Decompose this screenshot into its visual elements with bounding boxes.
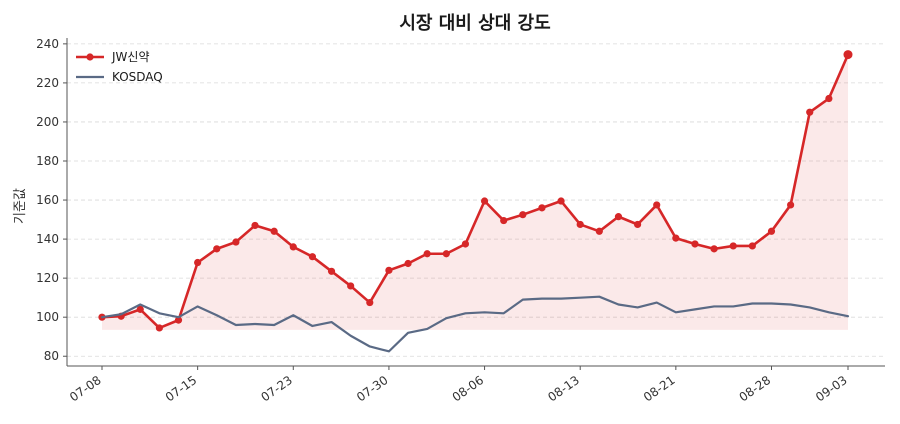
data-point: [729, 242, 737, 250]
data-point: [595, 227, 603, 235]
series-lines: [98, 50, 853, 353]
data-point: [538, 204, 546, 212]
series-line-jw: [100, 53, 850, 330]
data-point: [327, 267, 336, 275]
data-point: [155, 324, 163, 332]
data-point: [710, 245, 718, 253]
data-point: [404, 259, 412, 268]
x-tick-label: 08-28: [737, 373, 774, 404]
data-point: [289, 243, 297, 251]
data-point: [270, 227, 278, 235]
data-point: [519, 211, 527, 219]
data-point: [672, 234, 680, 242]
data-point: [347, 282, 355, 290]
y-tick-label: 240: [36, 37, 59, 51]
data-point: [767, 227, 776, 235]
data-point: [308, 253, 317, 261]
data-point: [442, 250, 450, 258]
data-point: [748, 242, 756, 250]
axes: 80 100 120 140 160 180 200 220 240 07-08 07-15 07-2…: [36, 37, 885, 404]
data-point: [136, 305, 144, 313]
outperformance-fill: [102, 54, 848, 330]
legend-marker-jw: [86, 53, 94, 61]
x-tick-label: 08-13: [545, 373, 582, 404]
y-tick-label: 80: [44, 349, 59, 363]
series-line-kosdaq: [100, 295, 850, 353]
data-point: [825, 94, 833, 103]
legend-label-jw: JW신약: [111, 49, 150, 64]
x-tick-label: 07-15: [163, 373, 200, 404]
x-tick-label: 08-06: [450, 373, 487, 404]
x-tick-label: 08-21: [641, 373, 678, 404]
data-point: [500, 216, 508, 225]
y-tick-label: 120: [36, 271, 59, 285]
legend: JW신약 KOSDAQ: [76, 49, 163, 84]
data-point: [251, 221, 259, 230]
fill-area: [102, 54, 848, 330]
data-point: [423, 250, 431, 258]
data-point: [614, 213, 623, 221]
data-point: [787, 201, 795, 209]
x-tick-label: 07-23: [258, 373, 295, 404]
y-tick-label: 160: [36, 193, 59, 207]
data-point: [843, 50, 853, 60]
data-point: [461, 240, 470, 248]
y-tick-label: 180: [36, 154, 59, 168]
data-point: [213, 245, 221, 253]
data-point: [366, 298, 374, 307]
legend-label-kosdaq: KOSDAQ: [112, 70, 163, 84]
x-tick-label: 07-30: [354, 373, 391, 404]
data-point: [194, 258, 202, 267]
data-point: [174, 316, 183, 324]
y-tick-label: 220: [36, 76, 59, 90]
y-tick-label: 100: [36, 310, 59, 324]
y-axis-label: 기준값: [13, 188, 28, 224]
data-point: [232, 238, 240, 246]
x-tick-label: 07-08: [67, 373, 104, 404]
data-point: [633, 220, 642, 229]
chart-title: 시장 대비 상대 강도: [399, 13, 550, 34]
data-point: [557, 197, 565, 205]
data-point: [806, 108, 814, 116]
data-point: [653, 201, 661, 209]
x-tick-label: 09-03: [813, 373, 850, 404]
data-point: [385, 266, 393, 274]
y-tick-label: 140: [36, 232, 59, 246]
y-tick-label: 200: [36, 115, 59, 129]
grid-lines: [67, 43, 885, 357]
data-point: [576, 220, 584, 229]
data-point: [691, 240, 699, 248]
data-point: [480, 197, 489, 205]
